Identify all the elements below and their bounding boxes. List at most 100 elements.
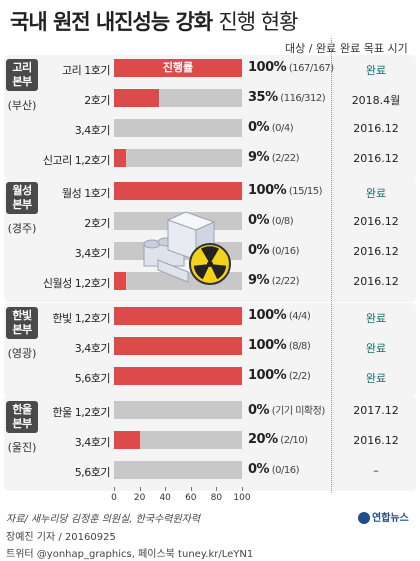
goal-label: 2016.12 <box>353 122 399 135</box>
column-divider <box>331 38 332 493</box>
group-badge: 한빛 본부 <box>6 307 38 339</box>
count-text: (2/10) <box>277 435 308 446</box>
row-label: 3,4호기 <box>74 436 111 449</box>
x-tick-label: 20 <box>133 493 146 503</box>
goal-label: 2017.12 <box>353 404 399 417</box>
badge-text: 한빛 <box>12 309 32 322</box>
badge-text: 고리 <box>12 61 32 74</box>
percent-text: 100% <box>248 338 287 353</box>
percent-text: 100% <box>248 60 287 75</box>
bar-inline-label: 진행률 <box>162 61 194 74</box>
bar <box>114 149 126 167</box>
logo-text: 연합뉴스 <box>372 513 409 524</box>
goal-label: 완료 <box>365 372 387 385</box>
percent-text: 100% <box>248 308 287 323</box>
percent-text: 9% <box>248 273 270 288</box>
x-tick <box>114 487 115 491</box>
bar <box>114 272 126 290</box>
row-label: 3,4호기 <box>74 342 111 355</box>
bar <box>114 367 242 385</box>
count-text: (0/16) <box>269 246 300 257</box>
group-badge: 월성 본부 <box>6 182 38 214</box>
bar-track <box>114 149 242 167</box>
social-links: 트위터 @yonhap_graphics, 페이스북 tuney.kr/LeYN… <box>6 549 254 560</box>
bar-track <box>114 431 242 449</box>
value-label: 9% (2/22) <box>248 150 300 165</box>
value-label: 100% (15/15) <box>248 183 322 198</box>
group-badge: 고리 본부 <box>6 59 38 91</box>
credit: 장예진 기자 / 20160925 <box>6 532 116 543</box>
value-label: 100% (2/2) <box>248 368 311 383</box>
badge-text: 본부 <box>12 75 32 88</box>
x-tick <box>216 487 218 491</box>
title-light: 진행 현황 <box>218 10 298 34</box>
x-tick <box>190 487 192 491</box>
value-label: 0% (0/16) <box>248 243 300 258</box>
row-label: 2호기 <box>84 217 110 230</box>
count-text: (0/4) <box>269 123 294 134</box>
count-text: (2/22) <box>269 153 300 164</box>
percent-text: 0% <box>248 243 270 258</box>
goal-label: – <box>373 464 379 477</box>
badge-text: 한울 <box>12 403 32 416</box>
x-tick-label: 0 <box>111 493 117 503</box>
count-text: (기기 미확정) <box>269 406 325 417</box>
bar-track <box>114 89 242 107</box>
badge-text: 본부 <box>12 323 32 336</box>
source-note: 자료/ 새누리당 김정훈 의원실, 한국수력원자력 <box>6 514 201 525</box>
x-tick-label: 40 <box>159 493 171 503</box>
value-label: 20% (2/10) <box>248 432 308 447</box>
row-label: 3,4호기 <box>74 124 111 137</box>
goal-label: 2016.12 <box>353 152 399 165</box>
logo-mark-icon <box>358 512 370 524</box>
bar-track: 진행률 <box>114 59 242 77</box>
percent-text: 0% <box>248 213 270 228</box>
percent-text: 20% <box>248 432 278 447</box>
value-label: 100% (4/4) <box>248 308 311 323</box>
row-label: 고리 1호기 <box>62 64 110 77</box>
x-tick <box>165 487 167 491</box>
percent-text: 35% <box>248 90 278 105</box>
value-label: 0% (0/4) <box>248 120 294 135</box>
goal-label: 완료 <box>365 342 387 355</box>
row-label: 신월성 1,2호기 <box>42 277 111 290</box>
goal-label: 2018.4월 <box>351 94 401 107</box>
percent-text: 0% <box>248 120 270 135</box>
group-region: (영광) <box>7 347 37 360</box>
bar <box>114 59 242 77</box>
value-label: 0% (기기 미확정) <box>248 402 325 418</box>
bar-track <box>114 182 242 200</box>
bar <box>114 89 159 107</box>
bar <box>114 182 242 200</box>
count-text: (0/8) <box>269 216 294 227</box>
count-text: (0/16) <box>269 465 300 476</box>
bar-track <box>114 307 242 325</box>
nuclear-plant-illustration <box>143 211 231 285</box>
value-label: 35% (116/312) <box>248 90 326 105</box>
row-label: 5,6호기 <box>74 372 111 385</box>
count-text: (116/312) <box>277 93 326 104</box>
bar <box>114 431 140 449</box>
percent-text: 9% <box>248 150 270 165</box>
x-tick-label: 100 <box>233 493 251 503</box>
row-label: 5,6호기 <box>74 466 111 479</box>
percent-text: 100% <box>248 183 287 198</box>
x-tick <box>242 487 243 491</box>
value-label: 0% (0/16) <box>248 462 300 477</box>
row-label: 3,4호기 <box>74 247 111 260</box>
goal-label: 완료 <box>365 312 387 325</box>
row-label: 2호기 <box>84 94 110 107</box>
badge-text: 본부 <box>12 417 32 430</box>
goal-label: 2016.12 <box>353 215 399 228</box>
bar <box>114 307 242 325</box>
value-label: 9% (2/22) <box>248 273 300 288</box>
goal-label: 2016.12 <box>353 434 399 447</box>
chart-title: 국내 원전 내진성능 강화 진행 현황 <box>10 6 298 36</box>
value-label: 0% (0/8) <box>248 213 294 228</box>
value-label: 100% (8/8) <box>248 338 311 353</box>
count-text: (2/2) <box>286 371 311 382</box>
percent-text: 100% <box>248 368 287 383</box>
percent-text: 0% <box>248 462 270 477</box>
x-tick-label: 60 <box>185 493 197 503</box>
row-label: 한빛 1,2호기 <box>52 312 111 325</box>
